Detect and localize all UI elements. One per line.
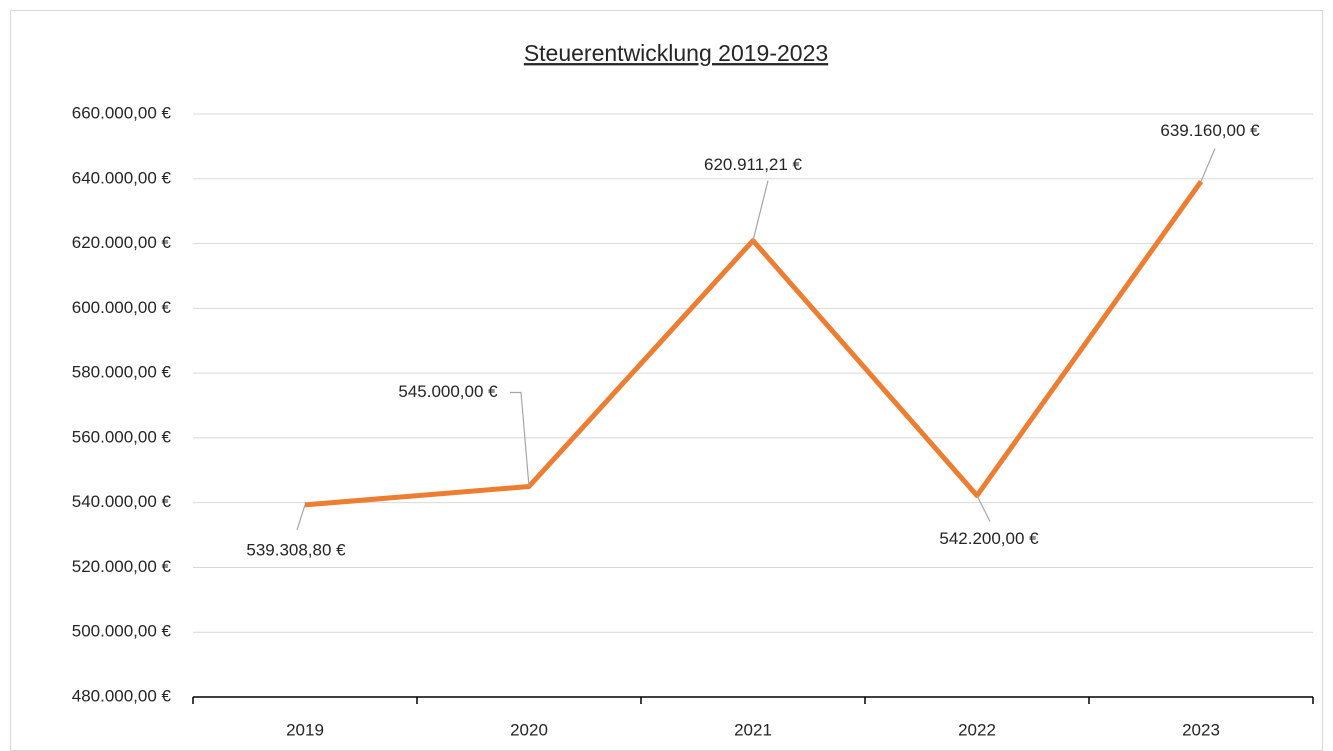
leader-line bbox=[752, 180, 769, 241]
data-label: 620.911,21 € bbox=[704, 155, 803, 174]
x-tick-label: 2022 bbox=[958, 720, 996, 739]
data-label: 542.200,00 € bbox=[939, 529, 1039, 548]
chart-title: Steuerentwicklung 2019-2023 bbox=[524, 40, 828, 66]
y-tick-label: 620.000,00 € bbox=[72, 233, 172, 252]
data-label: 639.160,00 € bbox=[1160, 121, 1260, 140]
leader-line bbox=[510, 391, 530, 487]
y-tick-label: 540.000,00 € bbox=[72, 492, 172, 511]
data-label: 539.308,80 € bbox=[246, 540, 346, 559]
x-tick-label: 2023 bbox=[1182, 720, 1220, 739]
leader-line bbox=[296, 504, 306, 531]
y-tick-label: 560.000,00 € bbox=[72, 427, 172, 446]
chart-frame bbox=[10, 10, 1323, 751]
x-tick-label: 2019 bbox=[286, 720, 324, 739]
x-tick-label: 2021 bbox=[734, 720, 772, 739]
y-tick-label: 500.000,00 € bbox=[72, 622, 172, 641]
y-tick-label: 520.000,00 € bbox=[72, 557, 172, 576]
leader-line bbox=[1200, 148, 1216, 182]
x-tick-label: 2020 bbox=[510, 720, 548, 739]
y-tick-label: 580.000,00 € bbox=[72, 363, 172, 382]
y-tick-label: 600.000,00 € bbox=[72, 298, 172, 317]
leader-line bbox=[976, 495, 991, 522]
data-label: 545.000,00 € bbox=[398, 382, 498, 401]
y-tick-label: 480.000,00 € bbox=[72, 686, 172, 705]
y-tick-label: 660.000,00 € bbox=[72, 103, 172, 122]
y-tick-label: 640.000,00 € bbox=[72, 168, 172, 187]
